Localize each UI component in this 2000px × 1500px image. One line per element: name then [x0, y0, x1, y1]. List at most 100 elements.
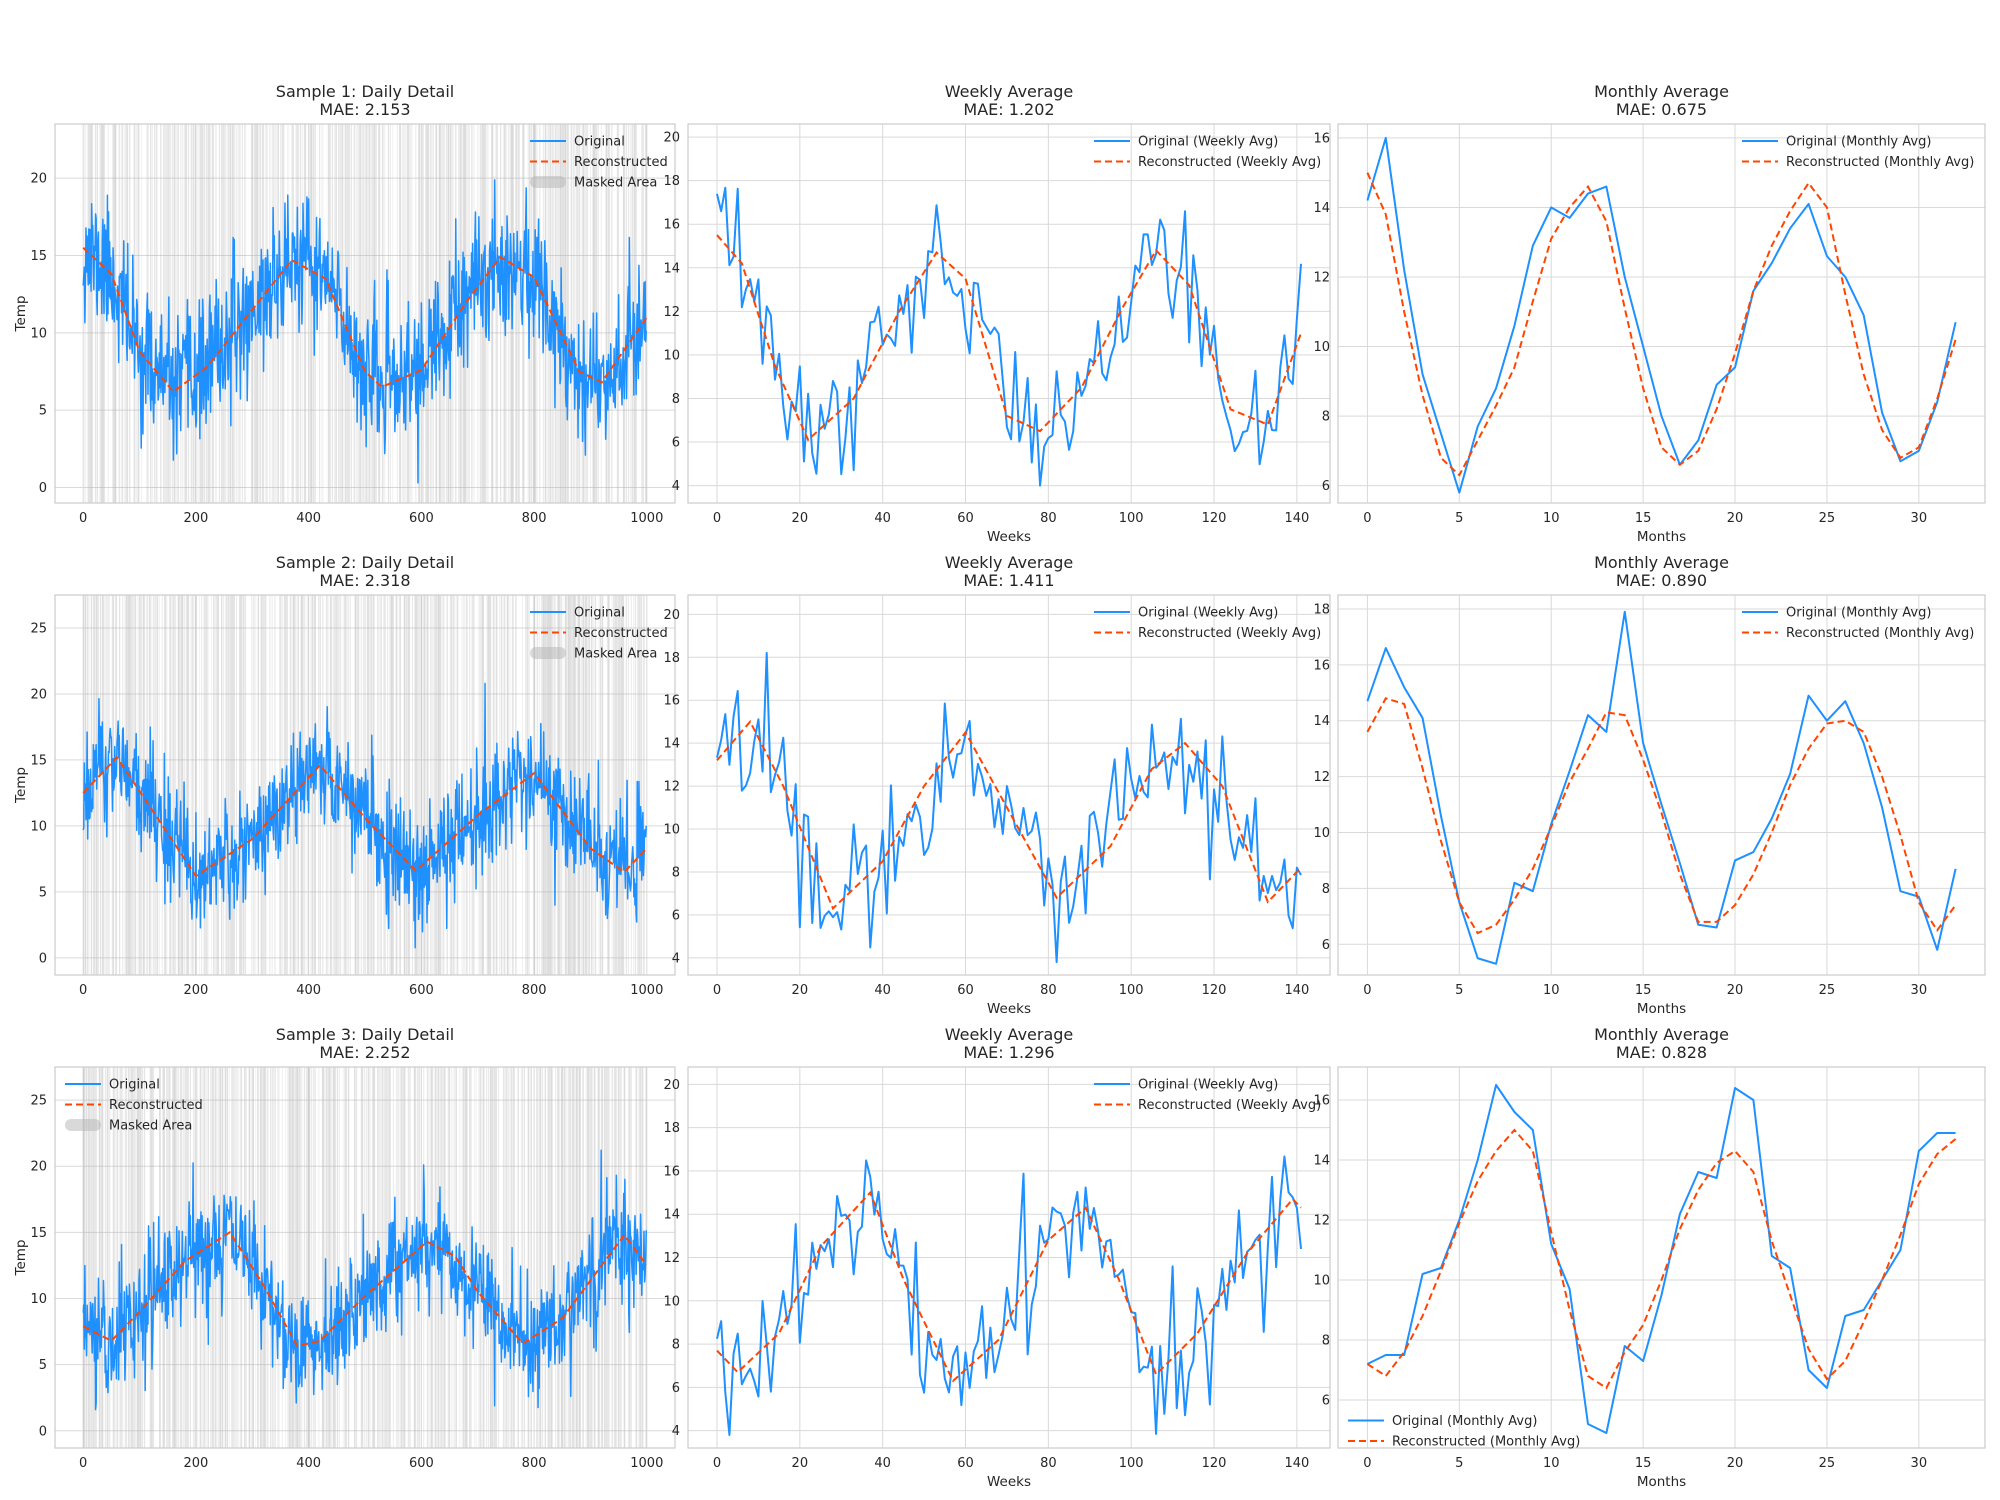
- x-tick-label: 15: [1635, 511, 1652, 526]
- masked-band: [187, 595, 189, 975]
- masked-band: [443, 124, 444, 503]
- masked-band: [622, 124, 624, 503]
- masked-band: [608, 595, 610, 975]
- legend: Original (Monthly Avg) Reconstructed (Mon…: [1742, 135, 1974, 170]
- masked-band: [598, 1067, 600, 1448]
- masked-band: [129, 124, 131, 503]
- masked-band: [468, 124, 470, 503]
- masked-band: [224, 1067, 226, 1448]
- masked-band: [219, 124, 221, 503]
- masked-band: [199, 595, 200, 975]
- y-tick-label: 6: [672, 436, 680, 451]
- masked-band: [108, 595, 110, 975]
- plot-frame: [687, 594, 1331, 976]
- masked-band: [153, 124, 155, 503]
- masked-band: [217, 595, 219, 975]
- masked-band: [427, 595, 429, 975]
- masked-band: [174, 124, 176, 503]
- masked-band: [600, 595, 602, 975]
- y-tick-label: 12: [1313, 770, 1330, 785]
- masked-band: [598, 1067, 599, 1448]
- masked-band: [564, 1067, 566, 1448]
- masked-band: [281, 1067, 283, 1448]
- series-original-line: [82, 1149, 647, 1411]
- masked-band: [565, 124, 567, 503]
- masked-band: [129, 1067, 131, 1448]
- masked-band: [263, 1067, 265, 1448]
- masked-band: [370, 1067, 372, 1448]
- masked-band: [91, 124, 93, 503]
- x-tick-label: 0: [713, 511, 721, 526]
- masked-band: [98, 595, 99, 975]
- masked-band: [421, 595, 423, 975]
- masked-band: [311, 124, 313, 503]
- masked-band: [502, 1067, 504, 1448]
- masked-band: [166, 124, 168, 503]
- masked-band: [575, 124, 577, 503]
- masked-band: [338, 124, 340, 503]
- masked-band: [607, 595, 608, 975]
- masked-band: [240, 1067, 242, 1448]
- masked-band: [582, 595, 584, 975]
- y-tick-label: 10: [30, 1292, 47, 1307]
- masked-band: [569, 1067, 571, 1448]
- masked-band: [367, 124, 369, 503]
- x-tick-label: 1000: [630, 511, 663, 526]
- masked-band: [180, 595, 182, 975]
- masked-band: [373, 1067, 375, 1448]
- x-tick-label: 0: [713, 1456, 721, 1471]
- masked-band: [201, 595, 203, 975]
- masked-band: [616, 595, 618, 975]
- x-tick-label: 1000: [630, 1456, 663, 1471]
- masked-band: [309, 124, 311, 503]
- masked-band: [203, 124, 205, 503]
- masked-band: [363, 124, 364, 503]
- masked-band: [372, 1067, 374, 1448]
- masked-band: [595, 124, 597, 503]
- masked-band: [463, 595, 465, 975]
- masked-band: [521, 1067, 523, 1448]
- masked-band: [499, 595, 501, 975]
- masked-band: [159, 1067, 161, 1448]
- masked-band: [437, 595, 439, 975]
- masked-band: [586, 595, 588, 975]
- masked-band: [468, 1067, 470, 1448]
- legend-label: Reconstructed: [109, 1098, 203, 1113]
- masked-band: [383, 1067, 385, 1448]
- masked-band: [625, 124, 627, 503]
- masked-band: [213, 595, 215, 975]
- x-tick-label: 0: [1363, 983, 1371, 998]
- masked-band: [134, 1067, 136, 1448]
- masked-band: [619, 595, 621, 975]
- legend-label: Reconstructed (Weekly Avg): [1138, 626, 1321, 641]
- masked-band: [171, 124, 173, 503]
- masked-band: [160, 124, 161, 503]
- masked-band: [326, 1067, 328, 1448]
- masked-band: [379, 124, 381, 503]
- masked-band: [522, 1067, 524, 1448]
- masked-band: [635, 124, 637, 503]
- masked-band: [173, 1067, 175, 1448]
- y-axis-label: Temp: [13, 296, 29, 333]
- masked-band: [90, 124, 92, 503]
- masked-band: [115, 595, 116, 975]
- legend: Original (Weekly Avg) Reconstructed (Week…: [1094, 135, 1321, 170]
- masked-band: [225, 1067, 227, 1448]
- masked-band: [409, 124, 411, 503]
- x-tick-label: 40: [874, 983, 891, 998]
- masked-band: [329, 1067, 331, 1448]
- masked-band: [547, 1067, 549, 1448]
- masked-band: [581, 595, 583, 975]
- masked-band: [192, 595, 194, 975]
- masked-band: [166, 1067, 168, 1448]
- masked-band: [99, 595, 101, 975]
- masked-band: [516, 124, 518, 503]
- masked-band: [100, 124, 102, 503]
- y-tick-label: 0: [39, 951, 47, 966]
- masked-band: [567, 595, 569, 975]
- masked-band: [102, 1067, 103, 1448]
- plot-area: [688, 124, 1330, 503]
- masked-band: [335, 1067, 337, 1448]
- y-tick-label: 12: [1313, 1214, 1330, 1229]
- x-axis-label: Months: [1637, 529, 1686, 545]
